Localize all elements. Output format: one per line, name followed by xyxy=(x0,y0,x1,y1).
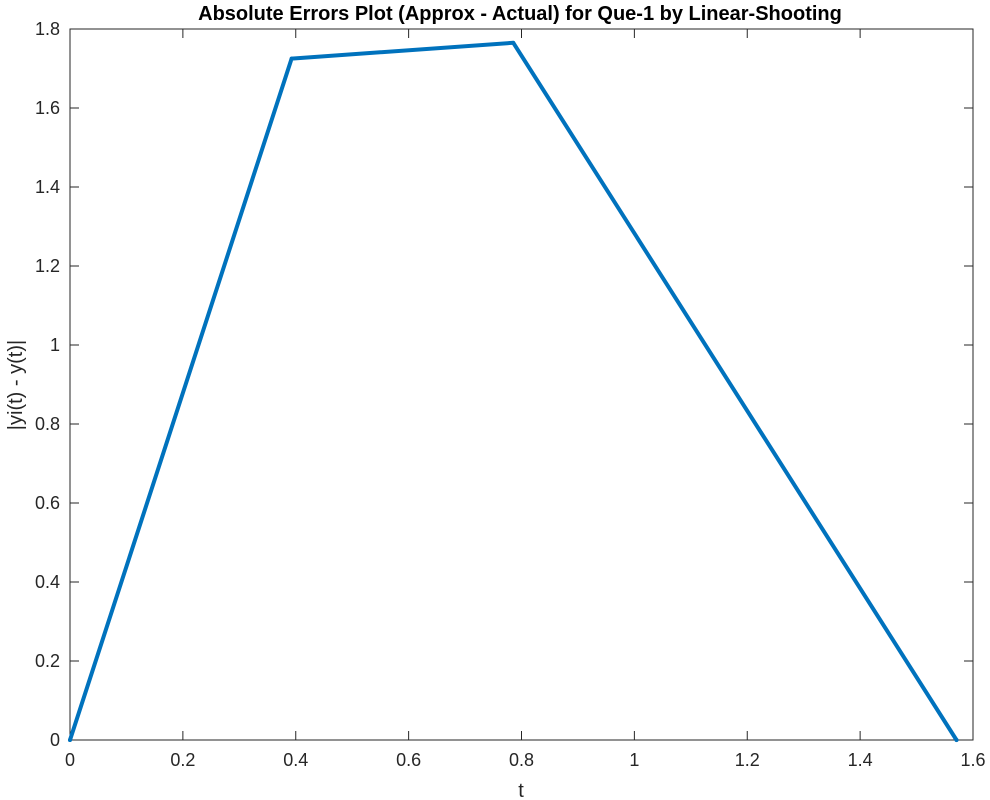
y-tick-label: 0.2 xyxy=(35,651,60,671)
y-tick-label: 1.4 xyxy=(35,177,60,197)
x-tick-label: 0.2 xyxy=(170,750,195,770)
data-point xyxy=(954,738,959,742)
plot-area: 0 0.2 0.4 0.6 0.8 1 1.2 1.4 1.6 0 0.2 0.4 0.6 0.8 1 1.… xyxy=(35,19,986,770)
y-tick-label: 1.8 xyxy=(35,19,60,39)
data-point xyxy=(511,40,516,45)
x-tick-label: 0.6 xyxy=(396,750,421,770)
y-tick-label: 0.4 xyxy=(35,572,60,592)
x-tick-label: 0 xyxy=(65,750,75,770)
y-tick-label: 1.2 xyxy=(35,256,60,276)
x-tick-label: 1 xyxy=(629,750,639,770)
y-tick-label: 0.6 xyxy=(35,493,60,513)
y-tick-label: 0 xyxy=(50,730,60,750)
data-point xyxy=(68,738,72,742)
y-tick-label: 1.6 xyxy=(35,98,60,118)
x-tick-label: 1.6 xyxy=(960,750,985,770)
y-axis-label: |yi(t) - y(t)| xyxy=(5,340,27,430)
y-tick-label: 1 xyxy=(50,335,60,355)
x-tick-label: 0.8 xyxy=(509,750,534,770)
x-axis-label: t xyxy=(518,780,524,800)
axes-box xyxy=(69,28,974,741)
x-tick-label: 1.4 xyxy=(848,750,873,770)
data-point xyxy=(289,56,294,61)
series-layer xyxy=(68,40,959,742)
x-axis: 0 0.2 0.4 0.6 0.8 1 1.2 1.4 1.6 xyxy=(65,29,986,770)
y-axis: 0 0.2 0.4 0.6 0.8 1 1.2 1.4 1.6 1.8 xyxy=(35,19,973,750)
series-line xyxy=(68,40,959,742)
x-tick-label: 1.2 xyxy=(735,750,760,770)
chart-title: Absolute Errors Plot (Approx - Actual) f… xyxy=(198,3,842,25)
x-tick-label: 0.4 xyxy=(283,750,308,770)
y-tick-label: 0.8 xyxy=(35,414,60,434)
